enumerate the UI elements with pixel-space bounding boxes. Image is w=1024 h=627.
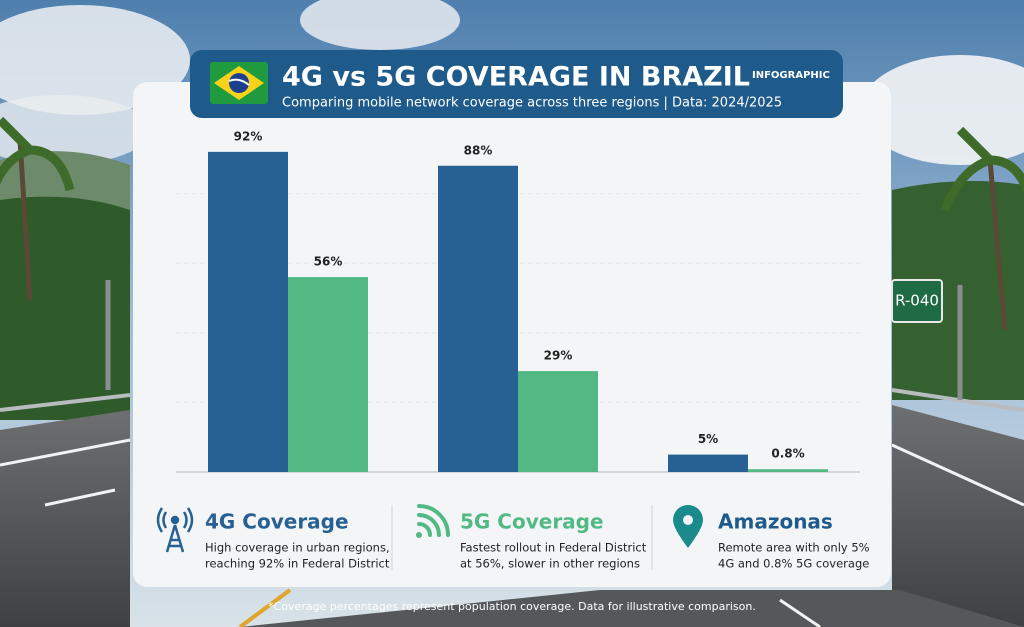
subtitle: Comparing mobile network coverage across… bbox=[282, 96, 782, 111]
value-label: 56% bbox=[314, 255, 343, 269]
card-description: 4G and 0.8% 5G coverage bbox=[718, 557, 869, 571]
value-label: 0.8% bbox=[771, 447, 804, 461]
pin-icon bbox=[673, 505, 703, 548]
card-description: High coverage in urban regions, bbox=[205, 541, 390, 555]
card-description: Remote area with only 5% bbox=[718, 541, 870, 555]
bar bbox=[288, 277, 368, 472]
card-title: 4G Coverage bbox=[205, 510, 349, 534]
value-label: 5% bbox=[698, 432, 718, 446]
wifi-icon bbox=[416, 504, 450, 538]
header: 4G vs 5G COVERAGE IN BRAZIL INFOGRAPHIC … bbox=[190, 50, 843, 118]
card-description: at 56%, slower in other regions bbox=[460, 557, 640, 571]
value-label: 88% bbox=[464, 143, 493, 157]
tower-icon bbox=[156, 507, 194, 553]
bar bbox=[208, 151, 288, 472]
value-label: 92% bbox=[234, 129, 263, 143]
plot: 92% 56% 88% 29% 5% 0.8% bbox=[176, 129, 860, 473]
cards bbox=[156, 504, 703, 570]
bar bbox=[668, 454, 748, 472]
brazil-flag bbox=[210, 62, 268, 104]
badge: INFOGRAPHIC bbox=[752, 70, 830, 81]
footnote: *Coverage percentages represent populati… bbox=[268, 600, 756, 613]
card-title: 5G Coverage bbox=[460, 510, 604, 534]
card-description: reaching 92% in Federal District bbox=[205, 557, 390, 571]
card-description: Fastest rollout in Federal District bbox=[460, 541, 647, 555]
bar bbox=[518, 371, 598, 472]
title: 4G vs 5G COVERAGE IN BRAZIL bbox=[282, 62, 750, 93]
header-banner bbox=[190, 50, 843, 118]
value-label: 29% bbox=[544, 349, 573, 363]
road-sign: R-040 bbox=[895, 292, 939, 310]
bar bbox=[748, 469, 828, 472]
card-title: Amazonas bbox=[718, 510, 833, 534]
bar bbox=[438, 165, 518, 472]
